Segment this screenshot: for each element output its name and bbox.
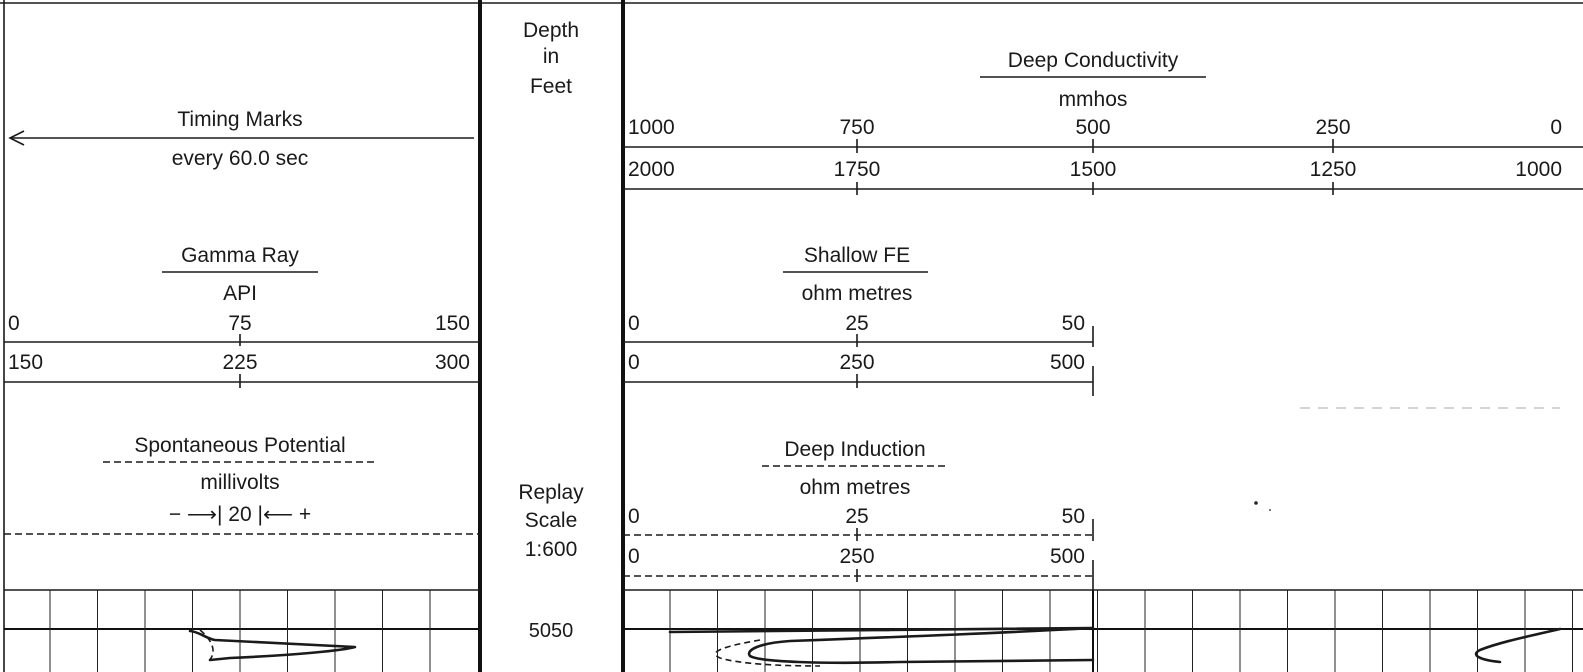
deep-conductivity-scale1-4: 0 xyxy=(1550,116,1562,139)
sp-title: Spontaneous Potential xyxy=(134,434,345,457)
log-grid xyxy=(4,589,1583,672)
deep-conductivity-scale2-1: 1750 xyxy=(834,158,881,181)
shallow-fe-scale2-2: 500 xyxy=(1050,351,1085,374)
shallow-fe-scale2-1: 250 xyxy=(839,351,874,374)
deep-induction-unit: ohm metres xyxy=(800,476,911,499)
shallow-fe-scale1-0: 0 xyxy=(628,312,640,335)
shallow-fe-scale1-2: 50 xyxy=(1062,312,1085,335)
sp-scale-text: − ⟶| 20 |⟵ + xyxy=(169,503,311,526)
gamma-ray-curve xyxy=(188,629,357,662)
deep-conductivity-title: Deep Conductivity xyxy=(1008,49,1179,72)
gamma-ray-scale2-right: 300 xyxy=(435,351,470,374)
deep-induction-scale2-1: 250 xyxy=(839,545,874,568)
deep-conductivity-scale1-2: 500 xyxy=(1075,116,1110,139)
deep-conductivity-scale1-3: 250 xyxy=(1315,116,1350,139)
gamma-ray-title: Gamma Ray xyxy=(181,244,299,267)
replay-scale-value: 1:600 xyxy=(525,538,578,561)
deep-conductivity-block: Deep Conductivity mmhos 1000 750 500 250… xyxy=(623,49,1583,195)
depth-header-line-1: Depth xyxy=(523,19,579,42)
deep-conductivity-scale2-2: 1500 xyxy=(1070,158,1117,181)
shallow-fe-unit: ohm metres xyxy=(802,282,913,305)
left-grid-columns xyxy=(49,590,431,672)
deep-induction-title: Deep Induction xyxy=(784,438,925,461)
shallow-fe-title: Shallow FE xyxy=(804,244,910,267)
scan-specks xyxy=(1254,407,1560,511)
replay-label-line-1: Replay xyxy=(518,481,584,504)
right-grid-columns xyxy=(669,590,1573,672)
deep-conductivity-scale1-0: 1000 xyxy=(628,116,675,139)
deep-conductivity-scale2-0: 2000 xyxy=(628,158,675,181)
deep-induction-scale2-2: 500 xyxy=(1050,545,1085,568)
timing-marks-title: Timing Marks xyxy=(177,108,302,131)
deep-induction-block: Deep Induction ohm metres 0 25 50 0 250 … xyxy=(623,438,1094,590)
deep-induction-scale1-1: 25 xyxy=(845,505,868,528)
shallow-fe-block: Shallow FE ohm metres 0 25 50 0 250 500 xyxy=(623,244,1094,396)
replay-label-line-2: Scale xyxy=(525,509,578,532)
gamma-ray-scale2-left: 150 xyxy=(8,351,43,374)
deep-induction-curve xyxy=(714,639,821,667)
shallow-fe-scale2-0: 0 xyxy=(628,351,640,374)
deep-conductivity-scale1-1: 750 xyxy=(839,116,874,139)
timing-marks-subtitle: every 60.0 sec xyxy=(172,147,309,170)
shallow-fe-scale1-1: 25 xyxy=(845,312,868,335)
depth-header-line-2: in xyxy=(543,45,559,68)
gamma-ray-unit: API xyxy=(223,282,257,305)
depth-track: Depth in Feet Replay Scale 1:600 5050 xyxy=(518,19,584,642)
gamma-ray-scale1-left: 0 xyxy=(8,312,20,335)
sp-unit: millivolts xyxy=(200,471,279,494)
gamma-ray-scale1-mid: 75 xyxy=(228,312,251,335)
log-curves xyxy=(188,626,1562,667)
deep-induction-scale2-0: 0 xyxy=(628,545,640,568)
sp-curve xyxy=(199,629,214,663)
deep-conductivity-unit: mmhos xyxy=(1059,88,1128,111)
spontaneous-potential-block: Spontaneous Potential millivolts − ⟶| 20… xyxy=(4,434,480,535)
deep-induction-scale1-2: 50 xyxy=(1062,505,1085,528)
gamma-ray-block: Gamma Ray API 0 75 150 150 225 300 xyxy=(4,244,480,388)
timing-marks-block: Timing Marks every 60.0 sec xyxy=(8,108,474,170)
depth-value-label: 5050 xyxy=(529,620,574,642)
deep-conductivity-scale2-3: 1250 xyxy=(1310,158,1357,181)
gamma-ray-scale2-mid: 225 xyxy=(222,351,257,374)
deep-conductivity-curve xyxy=(668,626,1095,665)
shallow-fe-curve xyxy=(1474,627,1562,664)
gamma-ray-scale1-right: 150 xyxy=(435,312,470,335)
left-arrow-icon xyxy=(8,130,25,146)
deep-conductivity-scale2-4: 1000 xyxy=(1515,158,1562,181)
depth-header-line-3: Feet xyxy=(530,75,572,98)
deep-induction-scale1-0: 0 xyxy=(628,505,640,528)
